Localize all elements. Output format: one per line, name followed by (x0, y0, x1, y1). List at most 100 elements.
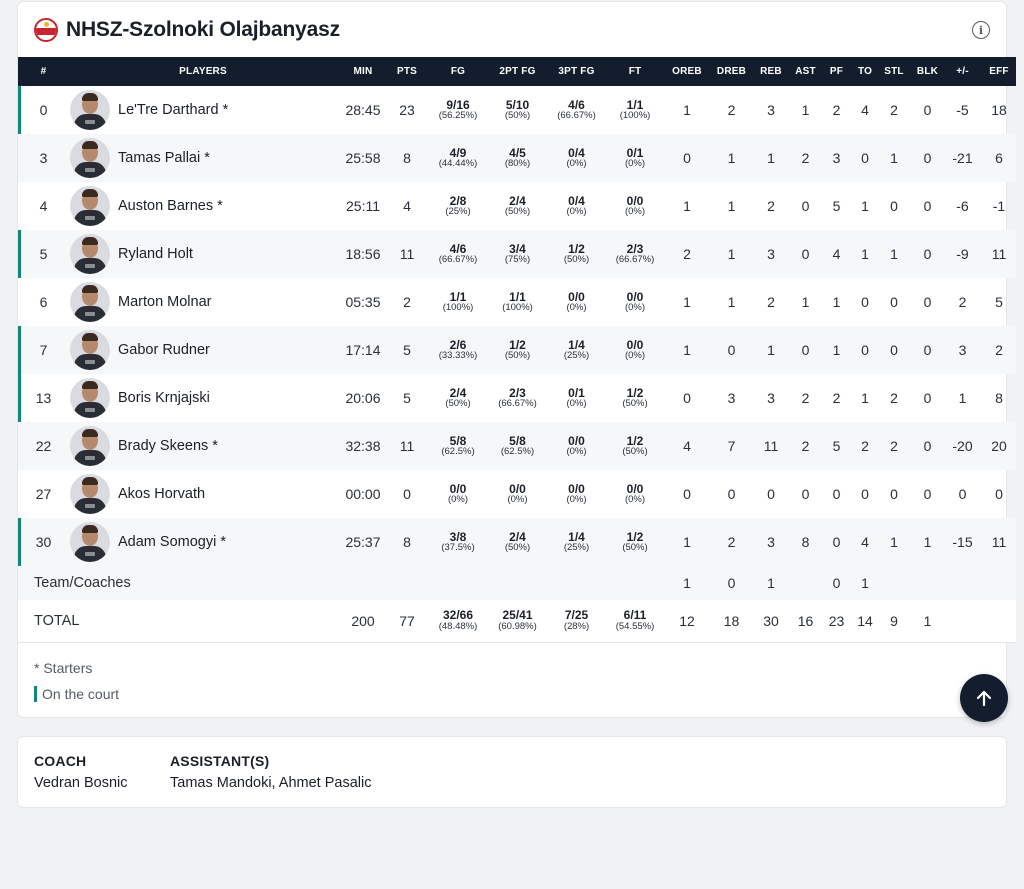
shots-made-attempted: 0/4 (568, 145, 585, 160)
shots-made-attempted: 0/0 (509, 481, 526, 496)
table-header: # PLAYERS MIN PTS FG 2PT FG 3PT FG FT OREB DREB RE… (18, 57, 1016, 86)
player-row[interactable]: 22 Brady Skeens * 32:38 11 5/8 (62.5%) 5/8 (62.… (18, 422, 1016, 470)
assistants-title: ASSISTANT(S) (170, 753, 270, 769)
shots-made-attempted: 7/25 (564, 608, 589, 623)
assistant-coaches: ASSISTANT(S) Tamas Mandoki, Ahmet Pasali… (170, 753, 371, 791)
shots-made-attempted: 0/0 (626, 337, 644, 352)
stat-stl: 9 (876, 600, 912, 643)
arrow-up-icon (976, 690, 992, 707)
stat-pm (943, 600, 982, 643)
field-goals: 5/8 (62.5%) (425, 422, 491, 470)
column-header: 3PT FG (544, 57, 609, 86)
shot-percentage: (75%) (504, 254, 531, 266)
stat-dreb: 2 (713, 518, 750, 566)
player-cell: Gabor Rudner (69, 326, 337, 374)
player-row[interactable]: 30 Adam Somogyi * 25:37 8 3/8 (37.5%) 2/4 (50%)… (18, 518, 1016, 566)
player-name[interactable]: Ryland Holt (118, 246, 193, 262)
three-point-fg: 1/4 (25%) (544, 518, 609, 566)
coach-title: COACH (34, 753, 87, 769)
stat-dreb: 2 (727, 102, 736, 118)
stat-stl: 2 (890, 102, 898, 118)
stat-blk: 0 (912, 230, 943, 278)
stat-ast: 0 (801, 486, 810, 502)
player-name[interactable]: Tamas Pallai * (118, 150, 210, 166)
player-name[interactable]: Brady Skeens * (118, 438, 218, 454)
player-name[interactable]: Akos Horvath (118, 486, 206, 502)
shot-percentage: (0%) (566, 206, 587, 218)
box-score-table: # PLAYERS MIN PTS FG 2PT FG 3PT FG FT OREB DREB RE… (18, 57, 1016, 643)
shot-percentage: (0%) (507, 494, 528, 506)
column-header: FG (425, 57, 491, 86)
shot-percentage: (25%) (563, 542, 590, 554)
info-icon[interactable]: i (972, 21, 990, 39)
stat-reb: 3 (750, 230, 792, 278)
minutes: 28:45 (345, 102, 381, 118)
shot-percentage: (66.67%) (498, 398, 537, 410)
player-name[interactable]: Adam Somogyi * (118, 534, 226, 550)
stat-eff: 8 (995, 390, 1003, 406)
player-row[interactable]: 3 Tamas Pallai * 25:58 8 4/9 (44.44%) 4/5 (80%)… (18, 134, 1016, 182)
stat-pm: -5 (956, 102, 969, 118)
player-name[interactable]: Auston Barnes * (118, 198, 223, 214)
stat-pm (943, 566, 982, 600)
stat-blk: 0 (923, 198, 932, 214)
field-goals: 9/16 (56.25%) (425, 86, 491, 134)
stat-eff: 0 (995, 486, 1003, 502)
player-row[interactable]: 4 Auston Barnes * 25:11 4 2/8 (25%) 2/4 (50%) 0/… (18, 182, 1016, 230)
scroll-to-top-button[interactable] (960, 674, 1008, 722)
stat-to: 4 (854, 518, 876, 566)
player-name[interactable]: Gabor Rudner (118, 342, 210, 358)
column-header: REB (750, 57, 792, 86)
stat-pf: 2 (832, 390, 841, 406)
legend: * Starters On the court (34, 660, 119, 702)
player-row[interactable]: 27 Akos Horvath 00:00 0 0/0 (0%) 0/0 (0%) 0/0 (0%… (18, 470, 1016, 518)
legend-on-court-label: On the court (42, 686, 120, 702)
player-name[interactable]: Marton Molnar (118, 294, 212, 310)
shots-made-attempted: 2/3 (626, 241, 644, 256)
shots-made-attempted: 1/1 (509, 289, 526, 304)
shots-made-attempted: 0/0 (626, 289, 644, 304)
stat-stl: 2 (890, 390, 898, 406)
shot-percentage: (50%) (504, 110, 531, 122)
stat-blk: 0 (912, 134, 943, 182)
field-goals: 2/8 (25%) (425, 182, 491, 230)
three-point-fg: 0/4 (0%) (544, 134, 609, 182)
three-point-fg: 0/0 (0%) (544, 278, 609, 326)
stat-pm: -9 (943, 230, 982, 278)
stat-to: 1 (854, 230, 876, 278)
player-number: 4 (39, 198, 48, 214)
stat-pf: 1 (832, 294, 841, 310)
shot-percentage: (0%) (566, 494, 587, 506)
player-row[interactable]: 5 Ryland Holt 18:56 11 4/6 (66.67%) 3/4 (75%) 1/… (18, 230, 1016, 278)
stat-dreb: 1 (713, 230, 750, 278)
column-header: +/- (943, 57, 982, 86)
stat-oreb: 0 (683, 390, 691, 406)
shot-percentage: (62.5%) (500, 446, 535, 458)
stat-pf: 2 (832, 102, 841, 118)
player-name[interactable]: Le'Tre Darthard * (118, 102, 229, 118)
stat-dreb: 1 (727, 294, 736, 310)
total-row: TOTAL 200 77 32/66 (48.48%) 25/41 (60.98%) 7/25… (18, 600, 1016, 643)
player-cell: Ryland Holt (69, 230, 337, 278)
three-point-fg: 0/0 (0%) (544, 470, 609, 518)
stat-reb: 1 (750, 566, 792, 600)
minutes: 200 (337, 600, 389, 643)
minutes: 25:37 (337, 518, 389, 566)
player-row[interactable]: 6 Marton Molnar 05:35 2 1/1 (100%) 1/1 (100%) 0/… (18, 278, 1016, 326)
player-cell: Adam Somogyi * (69, 518, 337, 566)
player-name[interactable]: Boris Krnjajski (118, 390, 210, 406)
field-goals: 0/0 (0%) (425, 470, 491, 518)
two-point-fg: 3/4 (75%) (491, 230, 544, 278)
points: 0 (403, 486, 411, 502)
stat-blk: 0 (912, 422, 943, 470)
player-row[interactable]: 13 Boris Krnjajski 20:06 5 2/4 (50%) 2/3 (66.67… (18, 374, 1016, 422)
stat-stl: 0 (890, 294, 898, 310)
team-coaches-row: Team/Coaches 1 0 1 0 1 (18, 566, 1016, 600)
shots-made-attempted: 0/0 (626, 193, 644, 208)
two-point-fg: 5/10 (50%) (491, 86, 544, 134)
player-row[interactable]: 0 Le'Tre Darthard * 28:45 23 9/16 (56.25%) 5/1… (18, 86, 1016, 134)
coaching-staff-card: COACH Vedran Bosnic ASSISTANT(S) Tamas M… (17, 736, 1007, 808)
player-row[interactable]: 7 Gabor Rudner 17:14 5 2/6 (33.33%) 1/2 (50%) 1/… (18, 326, 1016, 374)
shots-made-attempted: 0/0 (568, 433, 585, 448)
shot-percentage: (54.55%) (615, 621, 655, 633)
